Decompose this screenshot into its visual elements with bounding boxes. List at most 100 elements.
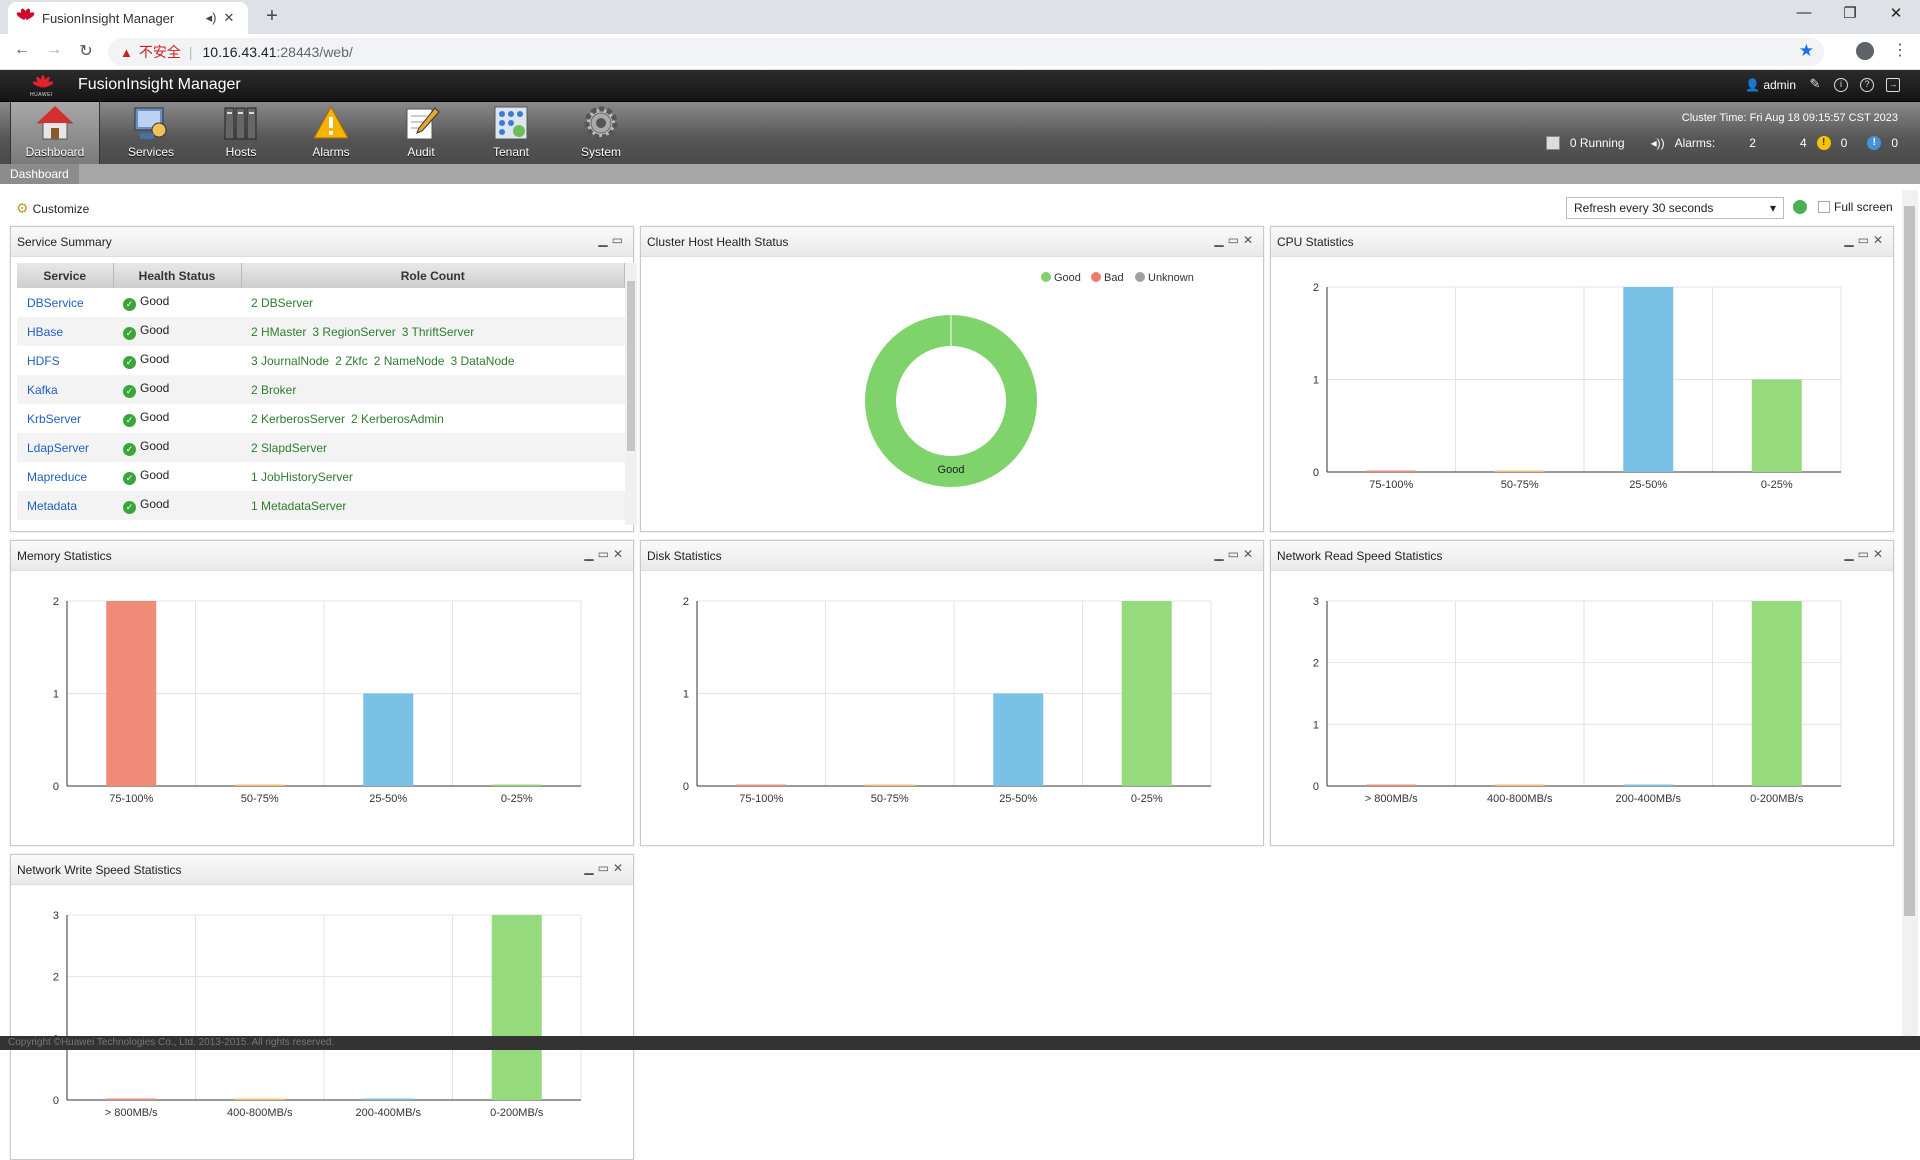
role-count-link[interactable]: 2 KerberosServer — [251, 411, 346, 426]
maximize-icon[interactable]: ▭ — [1227, 547, 1243, 561]
breadcrumb[interactable]: Dashboard — [0, 164, 79, 184]
service-link[interactable]: HDFS — [27, 353, 60, 368]
table-row[interactable]: KrbServer ✓ Good 2 KerberosServer 2 Kerberos… — [17, 404, 625, 433]
bar[interactable] — [1623, 784, 1674, 787]
role-count-link[interactable]: 2 KerberosAdmin — [351, 411, 444, 426]
role-count-link[interactable]: 2 Broker — [251, 382, 297, 397]
refresh-icon[interactable] — [1793, 200, 1807, 214]
bar[interactable] — [234, 1098, 285, 1101]
minimize-icon[interactable]: ▁ — [584, 547, 598, 561]
table-row[interactable]: Mapreduce ✓ Good 1 JobHistoryServer — [17, 462, 625, 491]
role-count-link[interactable]: 1 JobHistoryServer — [251, 469, 354, 484]
speaker-icon[interactable]: ◂) — [205, 10, 217, 25]
close-icon[interactable]: ✕ — [612, 547, 627, 561]
bar[interactable] — [1494, 470, 1545, 473]
alarm-minor-count[interactable]: 0 — [1840, 136, 1848, 150]
browser-menu-icon[interactable]: ⋮ — [1892, 42, 1908, 59]
bar[interactable] — [1366, 470, 1417, 473]
close-icon[interactable]: ✕ — [1872, 547, 1887, 561]
table-row[interactable]: HBase ✓ Good 2 HMaster 3 RegionServer 3 Thrif… — [17, 317, 625, 346]
close-icon[interactable]: ✕ — [612, 861, 627, 875]
reload-icon[interactable]: ↻ — [79, 43, 93, 60]
role-count-link[interactable]: 3 JournalNode — [251, 353, 330, 368]
maximize-icon[interactable]: ▭ — [597, 861, 613, 875]
table-row[interactable]: Kafka ✓ Good 2 Broker — [17, 375, 625, 404]
role-count-link[interactable]: 1 MetadataServer — [251, 498, 347, 513]
role-count-link[interactable]: 2 DBServer — [251, 295, 314, 310]
back-icon[interactable]: ← — [14, 41, 30, 58]
close-icon[interactable]: ✕ — [1242, 233, 1257, 247]
column-header-service[interactable]: Service — [17, 263, 114, 288]
table-row[interactable]: LdapServer ✓ Good 2 SlapdServer — [17, 433, 625, 462]
role-count-link[interactable]: 2 NameNode — [373, 353, 445, 368]
service-link[interactable]: Kafka — [27, 382, 58, 397]
close-tab-icon[interactable]: ✕ — [223, 10, 235, 25]
alarm-major-count[interactable]: 4 — [1799, 136, 1807, 150]
maximize-icon[interactable]: ▭ — [611, 233, 627, 247]
bar[interactable] — [234, 784, 285, 787]
service-link[interactable]: KrbServer — [27, 411, 82, 426]
service-link[interactable]: HBase — [27, 324, 64, 339]
service-link[interactable]: Metadata — [27, 498, 78, 513]
bookmark-star-icon[interactable]: ★ — [1798, 41, 1814, 60]
logout-icon[interactable]: → — [1886, 78, 1900, 92]
page-scrollbar[interactable] — [1902, 190, 1918, 1036]
legend-label[interactable]: Good — [1054, 272, 1081, 284]
restore-window-button[interactable]: ❐ — [1843, 5, 1857, 22]
role-count-link[interactable]: 3 ThriftServer — [401, 324, 475, 339]
bar[interactable] — [491, 915, 542, 1100]
new-tab-button[interactable]: + — [266, 5, 278, 27]
donut-slice[interactable] — [865, 315, 1037, 487]
maximize-icon[interactable]: ▭ — [597, 547, 613, 561]
customize-button[interactable]: ⚙ Customize — [16, 200, 89, 217]
fullscreen-checkbox[interactable] — [1818, 201, 1830, 213]
role-count-link[interactable]: 3 DataNode — [450, 353, 515, 368]
minimize-icon[interactable]: ▁ — [584, 861, 598, 875]
service-link[interactable]: DBService — [27, 295, 84, 310]
nav-system[interactable]: System — [556, 102, 646, 164]
profile-icon[interactable] — [1856, 42, 1874, 60]
nav-hosts[interactable]: Hosts — [196, 102, 286, 164]
column-header-role-count[interactable]: Role Count — [241, 263, 625, 288]
refresh-interval-select[interactable]: Refresh every 30 seconds ▾ — [1566, 197, 1784, 219]
role-count-link[interactable]: 2 SlapdServer — [251, 440, 328, 455]
help-icon[interactable]: ? — [1860, 78, 1874, 92]
speaker-alarm-icon[interactable]: ◂)) — [1650, 136, 1665, 150]
role-count-link[interactable]: 2 HMaster — [251, 324, 307, 339]
bar[interactable] — [106, 1098, 157, 1101]
table-row[interactable]: Metadata ✓ Good 1 MetadataServer — [17, 491, 625, 520]
bar[interactable] — [1751, 601, 1802, 786]
alarm-warning-count[interactable]: 0 — [1891, 136, 1898, 150]
maximize-icon[interactable]: ▭ — [1857, 233, 1873, 247]
role-count-link[interactable]: 2 Zkfc — [335, 353, 368, 368]
nav-dashboard[interactable]: Dashboard — [10, 102, 100, 164]
legend-label[interactable]: Unknown — [1148, 272, 1194, 284]
bar[interactable] — [1751, 379, 1802, 473]
minimize-window-button[interactable]: — — [1796, 4, 1812, 21]
bar[interactable] — [363, 693, 414, 787]
bar[interactable] — [1623, 287, 1674, 472]
bar[interactable] — [1494, 784, 1545, 787]
column-header-health[interactable]: Health Status — [113, 263, 242, 288]
minimize-icon[interactable]: ▁ — [1844, 233, 1858, 247]
tools-icon[interactable]: ✎ — [1809, 76, 1821, 91]
minimize-icon[interactable]: ▁ — [598, 233, 612, 247]
minimize-icon[interactable]: ▁ — [1214, 547, 1228, 561]
maximize-icon[interactable]: ▭ — [1227, 233, 1243, 247]
table-row[interactable]: HDFS ✓ Good 3 JournalNode 2 Zkfc 2 NameNode 3 … — [17, 346, 625, 375]
task-icon[interactable] — [1545, 136, 1560, 150]
role-count-link[interactable]: 3 RegionServer — [312, 324, 396, 339]
user-menu[interactable]: 👤 admin — [1745, 78, 1796, 92]
nav-services[interactable]: Services — [106, 102, 196, 164]
address-bar[interactable]: ▲ 不安全 | 10.16.43.41:28443/web/ ★ — [108, 38, 1824, 66]
bar[interactable] — [864, 784, 915, 787]
minimize-icon[interactable]: ▁ — [1844, 547, 1858, 561]
bar[interactable] — [491, 784, 542, 787]
fullscreen-toggle[interactable]: Full screen — [1818, 200, 1893, 214]
nav-alarms[interactable]: Alarms — [286, 102, 376, 164]
info-icon[interactable]: i — [1834, 78, 1848, 92]
running-tasks[interactable]: 0 Running — [1569, 136, 1625, 150]
bar[interactable] — [1366, 784, 1417, 787]
bar[interactable] — [736, 784, 787, 787]
table-row[interactable]: DBService ✓ Good 2 DBServer — [17, 288, 625, 317]
